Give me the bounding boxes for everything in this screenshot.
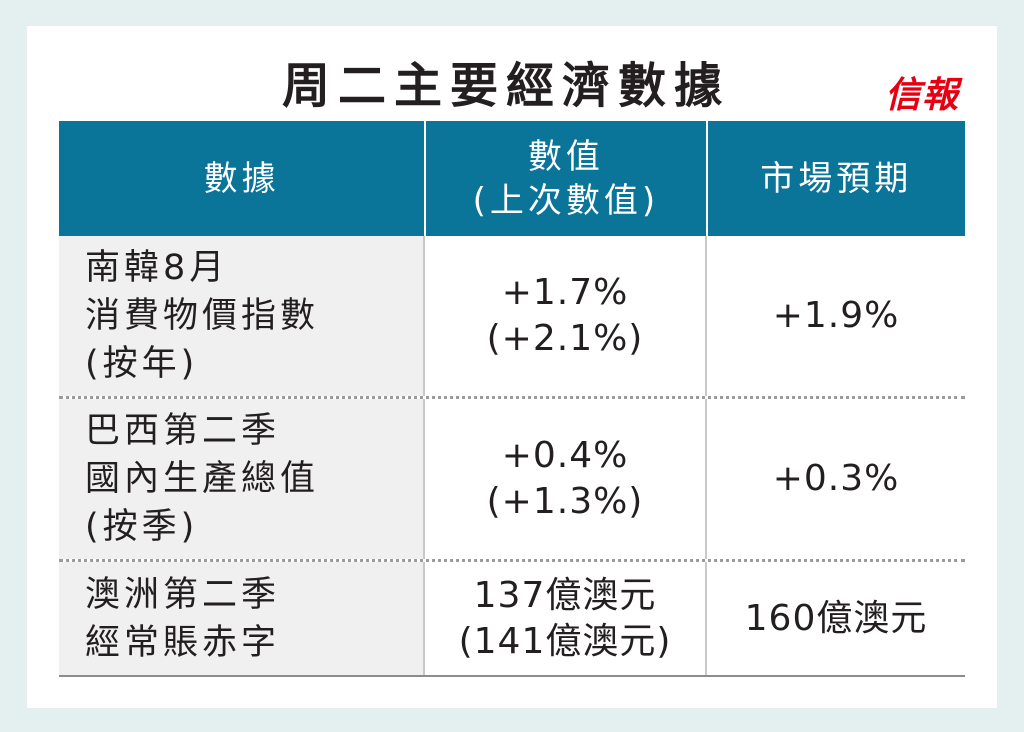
table-row: 巴西第二季 國內生產總值 (按季) +0.4% (+1.3%) +0.3% (59, 399, 965, 562)
header-value-label: 數值 (527, 136, 604, 177)
table-header: 數據 數值 (上次數值) 市場預期 (59, 121, 965, 236)
previous-value: (+1.3%) (486, 481, 644, 522)
expected-cell: +0.3% (707, 399, 965, 559)
value-cell: 137億澳元 (141億澳元) (425, 562, 707, 675)
header-indicator-label: 數據 (203, 158, 280, 199)
indicator-line: 國內生產總值 (85, 459, 320, 499)
expected-value: +1.9% (772, 295, 900, 336)
current-value: 137億澳元 (473, 574, 657, 616)
indicator-cell: 澳洲第二季 經常賬赤字 (59, 562, 425, 675)
indicator-cell: 巴西第二季 國內生產總值 (按季) (59, 399, 425, 559)
data-table: 數據 數值 (上次數值) 市場預期 南韓8月 消費物價指數 (按年) +1.7%… (59, 121, 965, 677)
brand-logo: 信報 (884, 74, 959, 116)
expected-value: +0.3% (772, 458, 900, 499)
indicator-line: 消費物價指數 (85, 296, 320, 336)
indicator-line: 巴西第二季 (85, 411, 281, 451)
previous-value: (141億澳元) (458, 620, 672, 662)
current-value: +0.4% (501, 435, 629, 476)
previous-value: (+2.1%) (486, 318, 644, 359)
value-cell: +0.4% (+1.3%) (425, 399, 707, 559)
table-row: 澳洲第二季 經常賬赤字 137億澳元 (141億澳元) 160億澳元 (59, 562, 965, 677)
indicator-cell: 南韓8月 消費物價指數 (按年) (59, 236, 425, 396)
indicator-line: (按季) (85, 507, 199, 547)
table-row: 南韓8月 消費物價指數 (按年) +1.7% (+2.1%) +1.9% (59, 236, 965, 399)
header-expected: 市場預期 (708, 121, 965, 236)
header-previous-label: (上次數值) (472, 180, 660, 221)
indicator-line: 澳洲第二季 (85, 574, 281, 615)
expected-cell: +1.9% (707, 236, 965, 396)
current-value: +1.7% (501, 272, 629, 313)
header-expected-label: 市場預期 (760, 158, 913, 199)
header-value: 數值 (上次數值) (426, 121, 708, 236)
expected-value: 160億澳元 (744, 597, 928, 639)
indicator-line: 經常賬赤字 (85, 622, 281, 663)
infographic-card: 周二主要經濟數據 信報 數據 數值 (上次數值) 市場預期 南韓8月 消費物價指… (27, 26, 997, 708)
expected-cell: 160億澳元 (707, 562, 965, 675)
page-title: 周二主要經濟數據 (281, 58, 730, 114)
header-indicator: 數據 (59, 121, 427, 236)
indicator-line: 南韓8月 (85, 248, 229, 288)
indicator-line: (按年) (85, 344, 199, 384)
value-cell: +1.7% (+2.1%) (425, 236, 707, 396)
